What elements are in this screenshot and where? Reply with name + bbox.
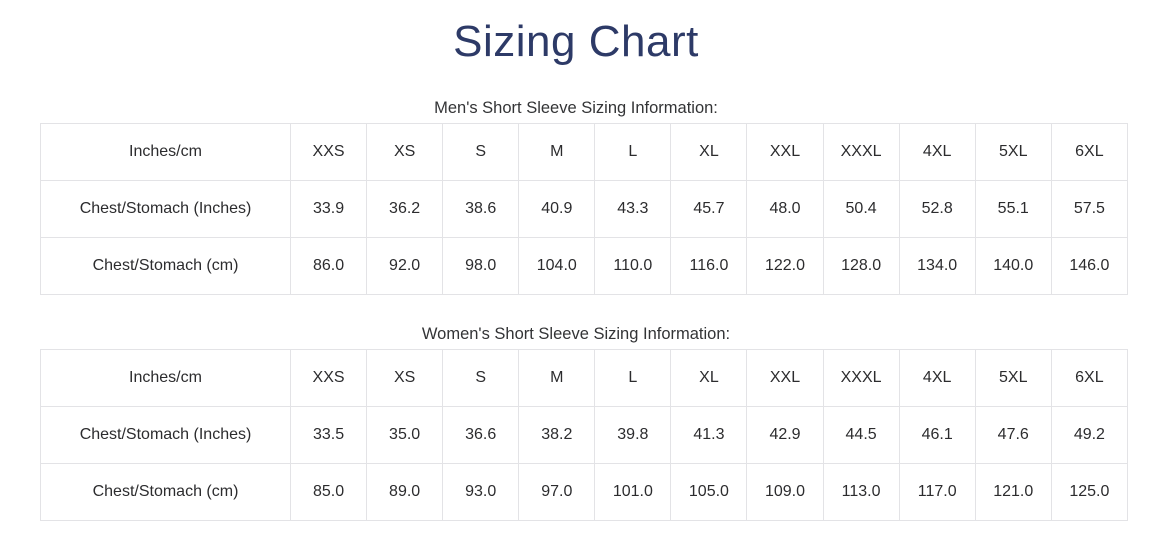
measurement-value: 55.1 — [974, 180, 1052, 238]
size-column-header: 6XL — [1050, 349, 1129, 407]
measurement-value: 86.0 — [289, 237, 368, 295]
size-column-header: XXL — [746, 123, 824, 181]
measurement-value: 98.0 — [442, 237, 520, 295]
measurement-value: 122.0 — [746, 237, 824, 295]
row-label: Chest/Stomach (Inches) — [40, 406, 291, 464]
womens-section-heading: Women's Short Sleeve Sizing Information: — [421, 325, 731, 343]
table-row: Chest/Stomach (cm) 86.0 92.0 98.0 104.0 110.0… — [40, 237, 1129, 295]
size-column-header: 4XL — [898, 123, 976, 181]
size-column-header: 6XL — [1050, 123, 1129, 181]
measurement-value: 46.1 — [898, 406, 976, 464]
size-column-header: XS — [366, 123, 444, 181]
size-column-header: XL — [670, 349, 748, 407]
womens-sizing-section: Women's Short Sleeve Sizing Information:… — [0, 324, 1152, 521]
row-label: Chest/Stomach (Inches) — [40, 180, 291, 238]
measurement-value: 43.3 — [594, 180, 672, 238]
measurement-value: 134.0 — [898, 237, 976, 295]
measurement-value: 121.0 — [974, 463, 1052, 521]
size-column-header: S — [442, 349, 520, 407]
unit-column-header: Inches/cm — [40, 123, 291, 181]
womens-sizing-table: Inches/cm XXS XS S M L XL XXL XXXL 4XL 5XL 6XL Chest… — [40, 349, 1129, 521]
mens-section-heading: Men's Short Sleeve Sizing Information: — [434, 99, 718, 117]
size-column-header: M — [518, 123, 596, 181]
size-column-header: XS — [366, 349, 444, 407]
measurement-value: 57.5 — [1050, 180, 1129, 238]
measurement-value: 116.0 — [670, 237, 748, 295]
mens-sizing-section: Men's Short Sleeve Sizing Information: I… — [0, 98, 1152, 295]
measurement-value: 41.3 — [670, 406, 748, 464]
measurement-value: 38.6 — [442, 180, 520, 238]
measurement-value: 104.0 — [518, 237, 596, 295]
measurement-value: 33.9 — [289, 180, 368, 238]
size-column-header: 5XL — [974, 349, 1052, 407]
measurement-value: 52.8 — [898, 180, 976, 238]
measurement-value: 49.2 — [1050, 406, 1129, 464]
measurement-value: 140.0 — [974, 237, 1052, 295]
measurement-value: 42.9 — [746, 406, 824, 464]
measurement-value: 85.0 — [289, 463, 368, 521]
unit-column-header: Inches/cm — [40, 349, 291, 407]
size-column-header: XXXL — [822, 123, 900, 181]
measurement-value: 45.7 — [670, 180, 748, 238]
size-column-header: XXXL — [822, 349, 900, 407]
size-column-header: XXS — [289, 349, 368, 407]
measurement-value: 125.0 — [1050, 463, 1129, 521]
measurement-value: 35.0 — [366, 406, 444, 464]
measurement-value: 40.9 — [518, 180, 596, 238]
size-column-header: L — [594, 123, 672, 181]
measurement-value: 128.0 — [822, 237, 900, 295]
measurement-value: 105.0 — [670, 463, 748, 521]
page-title: Sizing Chart — [453, 17, 699, 66]
table-header-row: Inches/cm XXS XS S M L XL XXL XXXL 4XL 5XL 6XL — [40, 123, 1129, 181]
measurement-value: 89.0 — [366, 463, 444, 521]
measurement-value: 50.4 — [822, 180, 900, 238]
mens-sizing-table: Inches/cm XXS XS S M L XL XXL XXXL 4XL 5XL 6XL Chest… — [40, 123, 1129, 295]
size-column-header: M — [518, 349, 596, 407]
size-column-header: S — [442, 123, 520, 181]
row-label: Chest/Stomach (cm) — [40, 463, 291, 521]
measurement-value: 93.0 — [442, 463, 520, 521]
measurement-value: 146.0 — [1050, 237, 1129, 295]
measurement-value: 109.0 — [746, 463, 824, 521]
measurement-value: 38.2 — [518, 406, 596, 464]
measurement-value: 33.5 — [289, 406, 368, 464]
measurement-value: 48.0 — [746, 180, 824, 238]
size-column-header: XXS — [289, 123, 368, 181]
measurement-value: 110.0 — [594, 237, 672, 295]
measurement-value: 113.0 — [822, 463, 900, 521]
size-column-header: 5XL — [974, 123, 1052, 181]
sizing-chart-page: Sizing Chart Men's Short Sleeve Sizing I… — [0, 14, 1152, 521]
table-row: Chest/Stomach (Inches) 33.9 36.2 38.6 40.9 43… — [40, 180, 1129, 238]
measurement-value: 101.0 — [594, 463, 672, 521]
measurement-value: 36.2 — [366, 180, 444, 238]
table-row: Chest/Stomach (Inches) 33.5 35.0 36.6 38.2 39… — [40, 406, 1129, 464]
measurement-value: 117.0 — [898, 463, 976, 521]
measurement-value: 92.0 — [366, 237, 444, 295]
measurement-value: 36.6 — [442, 406, 520, 464]
size-column-header: XL — [670, 123, 748, 181]
measurement-value: 47.6 — [974, 406, 1052, 464]
table-row: Chest/Stomach (cm) 85.0 89.0 93.0 97.0 101.0 1… — [40, 463, 1129, 521]
size-column-header: 4XL — [898, 349, 976, 407]
measurement-value: 97.0 — [518, 463, 596, 521]
measurement-value: 44.5 — [822, 406, 900, 464]
row-label: Chest/Stomach (cm) — [40, 237, 291, 295]
size-column-header: XXL — [746, 349, 824, 407]
table-header-row: Inches/cm XXS XS S M L XL XXL XXXL 4XL 5XL 6XL — [40, 349, 1129, 407]
size-column-header: L — [594, 349, 672, 407]
measurement-value: 39.8 — [594, 406, 672, 464]
